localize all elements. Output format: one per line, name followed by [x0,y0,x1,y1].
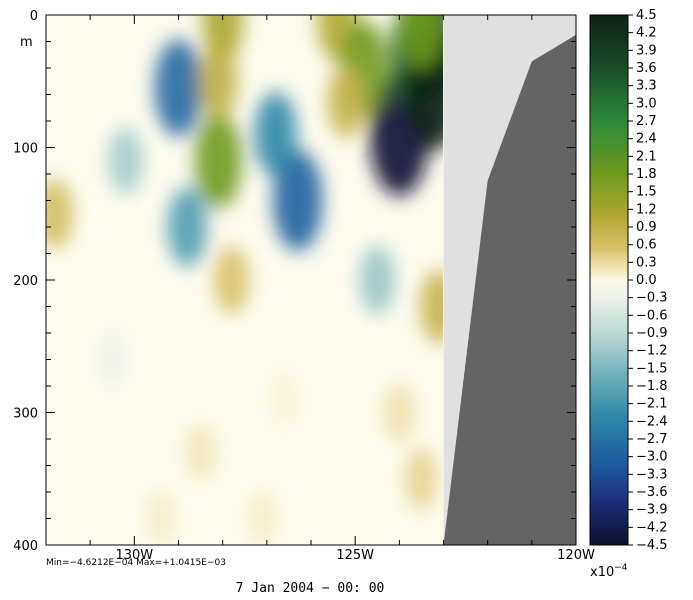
colorbar-label: 4.2 [636,26,657,41]
field-feature [46,178,73,249]
x-axis: 130W 125W 120W [45,15,595,563]
field-feature [97,331,128,388]
colorbar-multiplier: x10−4 [590,563,628,580]
field-feature [194,113,242,209]
field-feature [359,245,395,315]
colorbar-label: 3.6 [636,61,657,76]
min-max-stats: Min=−4.6212E−04 Max=+1.0415E−03 [46,558,226,568]
plot-area [45,14,577,546]
colorbar-label: 0.0 [636,273,657,288]
colorbar-label: 2.4 [636,132,657,147]
colorbar-label: 4.5 [636,8,657,23]
field-feature [199,43,238,119]
field-feature [405,447,438,511]
colorbar-label: 3.9 [636,43,657,58]
colorbar-label: −1.5 [636,361,668,376]
colorbar-label: 1.5 [636,185,657,200]
field-feature [327,64,366,138]
field-feature [272,150,323,251]
colorbar-label: −3.0 [636,450,668,465]
field-feature [213,245,250,315]
colorbar-label: 0.3 [636,255,657,270]
y-tick-label: 400 [13,539,38,554]
field-feature [185,423,216,481]
field-feature [247,490,278,545]
colorbar-label: −0.9 [636,326,668,341]
y-axis: 0 100 200 300 400 [13,9,576,554]
y-tick-label: 100 [13,142,38,157]
land-mask [443,34,576,545]
colorbar-label: −1.2 [636,344,668,359]
field-feature [154,39,203,137]
field-feature [254,92,297,177]
colorbar-label: −4.2 [636,520,668,535]
field-feature [146,490,176,545]
colorbar-label: −1.8 [636,379,668,394]
colorbar-label: −3.3 [636,467,668,482]
y-tick-label: 0 [30,9,38,24]
colorbar-label: −2.1 [636,397,668,412]
x-tick-label: 130W [115,548,153,563]
y-tick-label: 300 [13,407,38,422]
colorbar-label: −2.4 [636,414,668,429]
x-tick-label: 120W [557,548,595,563]
colorbar-label: −4.5 [636,538,668,553]
field-feature [397,15,443,70]
colorbar: 4.5 4.2 3.9 3.6 3.3 3.0 2.7 2.4 2.1 1.8 1.5 1.2 0.9 0… [589,8,668,580]
colorbar-label: −3.9 [636,503,668,518]
colorbar-label: −0.6 [636,308,668,323]
colorbar-label: −2.7 [636,432,668,447]
colorbar-label: 1.2 [636,202,657,217]
field-feature [420,269,443,344]
colorbar-gradient [589,14,629,546]
colorbar-label: 0.9 [636,220,657,235]
colorbar-label: 1.8 [636,167,657,182]
field-feature [108,127,143,194]
date-label: 7 Jan 2004 − 00: 00 [236,581,385,596]
colorbar-label: −0.3 [636,291,668,306]
colorbar-label: −3.6 [636,485,668,500]
colorbar-label: 0.6 [636,238,657,253]
colorbar-label: 3.0 [636,96,657,111]
field-feature [383,382,415,443]
y-tick-label: 200 [13,274,38,289]
colorbar-label: 2.1 [636,149,657,164]
field-feature [167,187,208,267]
x-tick-label: 125W [336,548,374,563]
field-feature [270,372,299,427]
y-unit-label: m [20,35,33,50]
colorbar-label: 3.3 [636,79,657,94]
colorbar-label: 2.7 [636,114,657,129]
